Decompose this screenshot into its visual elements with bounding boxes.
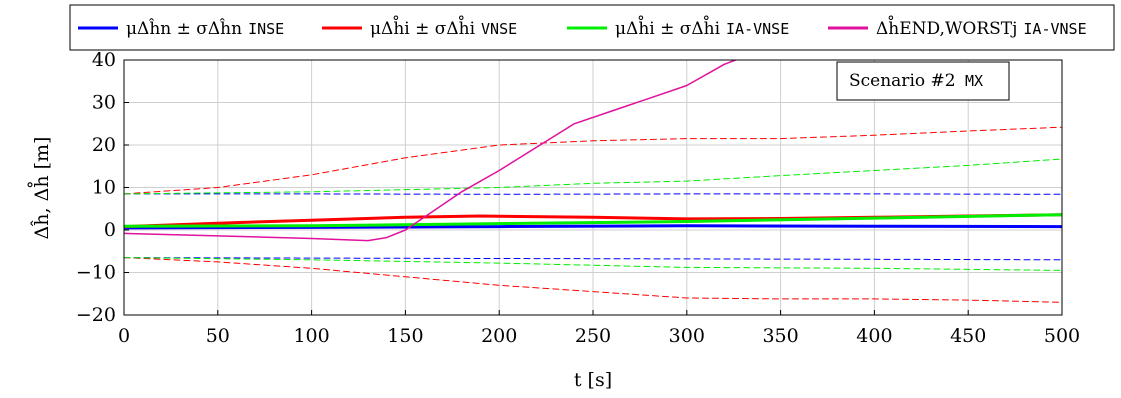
legend: μΔĥn ± σΔĥn INSE μΔh̊i ± σΔh̊i VNSE μΔh̊i ± … [69, 4, 1115, 51]
y-tick-label: 0 [104, 219, 116, 241]
series-line-5 [124, 257, 1062, 303]
y-tick-label: 40 [92, 49, 116, 71]
series-line-8 [124, 257, 1062, 271]
x-tick-label: 400 [856, 325, 892, 347]
series-line-6 [124, 213, 1062, 228]
series-line-0 [124, 224, 1062, 230]
y-tick-label: 10 [92, 177, 116, 199]
series-line-2 [124, 257, 1062, 261]
y-tick-label: 30 [92, 92, 116, 114]
x-tick-label: 50 [206, 325, 230, 347]
legend-entry-0: μΔĥn ± σΔĥn INSE [126, 18, 284, 39]
legend-tag-3: IA-VNSE [1023, 20, 1086, 38]
series-line-9 [124, 60, 737, 242]
legend-entry-3: Δh̊END,WORSTj IA-VNSE [876, 15, 1087, 39]
legend-math-1: μΔh̊i ± σΔh̊i [370, 15, 476, 39]
y-tick-label: 20 [92, 134, 116, 156]
x-tick-label: 450 [950, 325, 986, 347]
x-tick-label: 300 [669, 325, 705, 347]
series-line-7 [124, 158, 1062, 195]
x-tick-label: 250 [575, 325, 611, 347]
scenario-label: Scenario #2 [849, 71, 956, 91]
ticks: 0 50 100 150 200 250 300 350 400 450 500 −20 −10 0 10 2… [76, 49, 1080, 347]
legend-math-3: Δh̊END,WORSTj [876, 15, 1017, 39]
legend-math-2: μΔh̊i ± σΔh̊i [615, 15, 721, 39]
series-line-4 [124, 126, 1062, 195]
scenario-tag: MX [965, 72, 983, 90]
x-axis-label: t [s] [574, 369, 612, 391]
legend-entry-2: μΔh̊i ± σΔh̊i IA-VNSE [615, 15, 789, 39]
legend-tag-0: INSE [248, 20, 284, 38]
series-layer [124, 60, 1062, 303]
x-tick-label: 200 [481, 325, 517, 347]
legend-math-0: μΔĥn ± σΔĥn [126, 18, 242, 39]
x-tick-label: 500 [1044, 325, 1080, 347]
x-tick-label: 150 [387, 325, 423, 347]
y-axis-label: Δĥ, Δh̊ [m] [27, 137, 53, 240]
legend-tag-2: IA-VNSE [726, 20, 789, 38]
y-tick-label: −20 [76, 304, 116, 326]
x-tick-label: 0 [118, 325, 130, 347]
scenario-box: Scenario #2 MX [836, 61, 1010, 101]
legend-entry-1: μΔh̊i ± σΔh̊i VNSE [370, 15, 517, 39]
x-tick-label: 100 [293, 325, 329, 347]
x-tick-label: 350 [762, 325, 798, 347]
legend-tag-1: VNSE [481, 20, 517, 38]
y-tick-label: −10 [76, 262, 116, 284]
svg-text:Scenario #2 MX: Scenario #2 MX [849, 71, 983, 91]
